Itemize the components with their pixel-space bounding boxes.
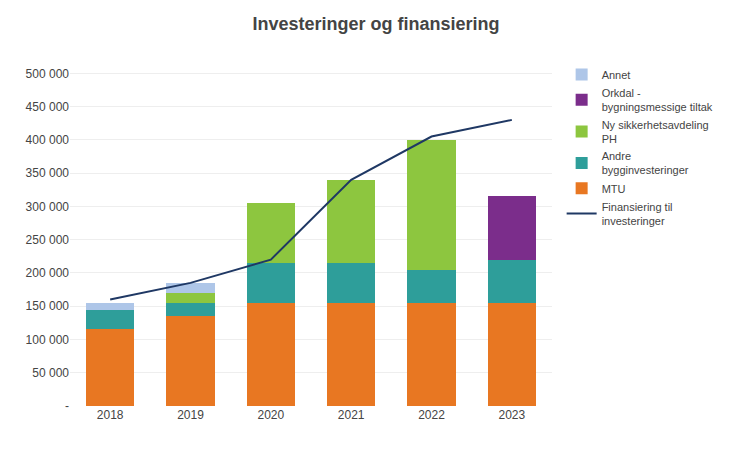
svg-text:2021: 2021: [338, 408, 365, 422]
svg-text:50 000: 50 000: [32, 366, 69, 380]
svg-text:2018: 2018: [97, 408, 124, 422]
svg-text:100 000: 100 000: [26, 333, 70, 347]
svg-text:500 000: 500 000: [26, 67, 70, 81]
svg-text:300 000: 300 000: [26, 200, 70, 214]
svg-text:Annet: Annet: [602, 69, 631, 81]
svg-text:2023: 2023: [498, 408, 525, 422]
svg-text:150 000: 150 000: [26, 299, 70, 313]
svg-text:-: -: [65, 399, 69, 413]
svg-text:200 000: 200 000: [26, 266, 70, 280]
svg-text:2022: 2022: [418, 408, 445, 422]
svg-text:Orkdal -bygningsmessige tiltak: Orkdal -bygningsmessige tiltak: [602, 87, 713, 113]
svg-text:MTU: MTU: [602, 183, 626, 195]
svg-text:Investeringer og finansiering: Investeringer og finansiering: [252, 14, 499, 34]
svg-text:450 000: 450 000: [26, 100, 70, 114]
svg-text:250 000: 250 000: [26, 233, 70, 247]
svg-text:Ny sikkerhetsavdelingPH: Ny sikkerhetsavdelingPH: [602, 119, 709, 145]
svg-text:Andrebygginvesteringer: Andrebygginvesteringer: [602, 150, 689, 176]
svg-text:2019: 2019: [177, 408, 204, 422]
svg-text:2020: 2020: [257, 408, 284, 422]
svg-text:400 000: 400 000: [26, 133, 70, 147]
svg-text:350 000: 350 000: [26, 166, 70, 180]
svg-text:Finansiering tilinvesteringer: Finansiering tilinvesteringer: [602, 201, 673, 227]
